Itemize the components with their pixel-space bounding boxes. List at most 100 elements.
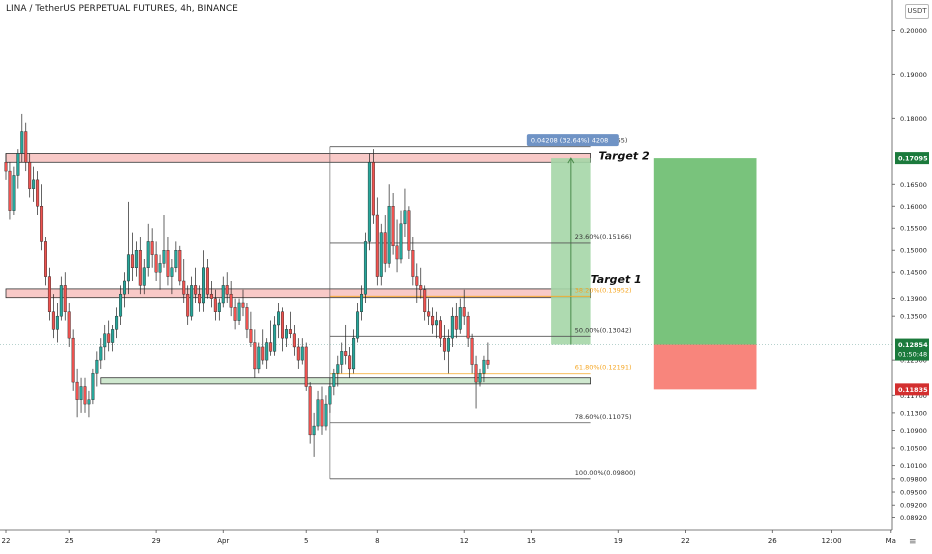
candle xyxy=(182,280,186,295)
candle xyxy=(71,337,75,383)
measure-arrow xyxy=(567,157,575,164)
price-tick-label: 0.20000 xyxy=(900,27,927,35)
price-tick-label: 0.18000 xyxy=(900,115,927,123)
candle xyxy=(245,307,249,330)
candle xyxy=(304,346,308,387)
time-tick-label: 15 xyxy=(527,537,536,545)
candle xyxy=(336,364,340,374)
candle xyxy=(296,346,300,361)
candle xyxy=(59,285,63,317)
candle xyxy=(466,315,470,339)
price-tick-label: 0.08920 xyxy=(900,514,927,522)
candle xyxy=(340,351,344,365)
price-tick-label: 0.13500 xyxy=(900,313,927,321)
measure-label: 0.04208 (32.64%) 4208 xyxy=(531,137,608,145)
candle xyxy=(356,311,360,339)
candle xyxy=(174,250,178,269)
candle xyxy=(55,315,59,330)
time-tick-label: 19 xyxy=(614,537,623,545)
candle xyxy=(427,311,431,317)
time-tick-label: 12 xyxy=(460,537,469,545)
candle xyxy=(24,131,28,163)
candle xyxy=(439,320,443,339)
candle xyxy=(352,337,356,370)
candle xyxy=(178,250,182,282)
candle xyxy=(363,241,367,295)
price-tick-label: 0.15500 xyxy=(900,225,927,233)
current-price-badge-bg xyxy=(895,338,929,361)
candle xyxy=(482,359,486,374)
candle xyxy=(209,293,213,299)
fib-label: 38.20%(0.13952) xyxy=(575,286,632,294)
candle xyxy=(478,373,482,383)
candle xyxy=(107,333,111,343)
candle xyxy=(407,210,411,251)
candle xyxy=(233,307,237,321)
currency-button[interactable]: USDT xyxy=(905,4,929,19)
candle xyxy=(308,386,312,436)
current-price-badge: 0.12854 xyxy=(898,341,928,349)
candle xyxy=(111,329,115,343)
candle xyxy=(67,311,71,339)
candle xyxy=(253,342,257,370)
candle xyxy=(103,333,107,348)
candle xyxy=(423,289,427,312)
candle xyxy=(344,351,348,356)
candle xyxy=(281,311,285,339)
candle xyxy=(91,373,95,400)
candle xyxy=(217,302,221,312)
candle xyxy=(4,162,8,172)
candle xyxy=(32,179,36,189)
candle xyxy=(316,399,320,427)
time-tick-label: 8 xyxy=(375,537,379,545)
candle xyxy=(292,333,296,348)
time-tick-label: 5 xyxy=(304,537,308,545)
candle xyxy=(36,179,40,207)
candle xyxy=(51,311,55,330)
candle xyxy=(8,170,12,211)
candle xyxy=(40,206,44,242)
candle xyxy=(28,162,32,189)
candle xyxy=(300,346,304,361)
price-tick-label: 0.10500 xyxy=(900,445,927,453)
fib-label: 61.80%(0.12191) xyxy=(575,364,632,372)
candle xyxy=(257,346,261,370)
candle xyxy=(284,329,288,339)
target-badge: 0.17095 xyxy=(898,155,928,163)
candle xyxy=(213,298,217,312)
candle xyxy=(115,315,119,330)
candle xyxy=(458,307,462,330)
candle xyxy=(387,206,391,264)
candle xyxy=(375,214,379,277)
candle xyxy=(186,293,190,317)
candle xyxy=(265,342,269,361)
candle xyxy=(415,276,419,286)
candle xyxy=(470,337,474,365)
candle xyxy=(150,241,154,255)
symbol-title: LINA / TetherUS PERPETUAL FUTURES, 4h, B… xyxy=(6,4,238,14)
candle xyxy=(241,302,245,308)
candle xyxy=(87,399,91,405)
price-tick-label: 0.09500 xyxy=(900,489,927,497)
time-tick-label: 22 xyxy=(2,537,11,545)
candle xyxy=(79,386,83,400)
candle xyxy=(16,153,20,176)
axis-settings-icon[interactable]: ≡ xyxy=(909,537,917,547)
candle xyxy=(47,276,51,312)
candle xyxy=(399,223,403,260)
candle xyxy=(170,267,174,277)
annotation-label: Target 2 xyxy=(599,150,650,163)
fib-label: 100.00%(0.09800) xyxy=(575,469,636,477)
candle xyxy=(383,232,387,264)
candle xyxy=(201,267,205,304)
candle xyxy=(83,386,87,405)
zone-resistance-top xyxy=(5,153,591,163)
candle xyxy=(205,267,209,295)
candle xyxy=(288,329,292,334)
candle xyxy=(122,280,126,295)
price-tick-label: 0.19000 xyxy=(900,71,927,79)
time-tick-label: Apr xyxy=(217,537,229,545)
candle xyxy=(249,329,253,343)
